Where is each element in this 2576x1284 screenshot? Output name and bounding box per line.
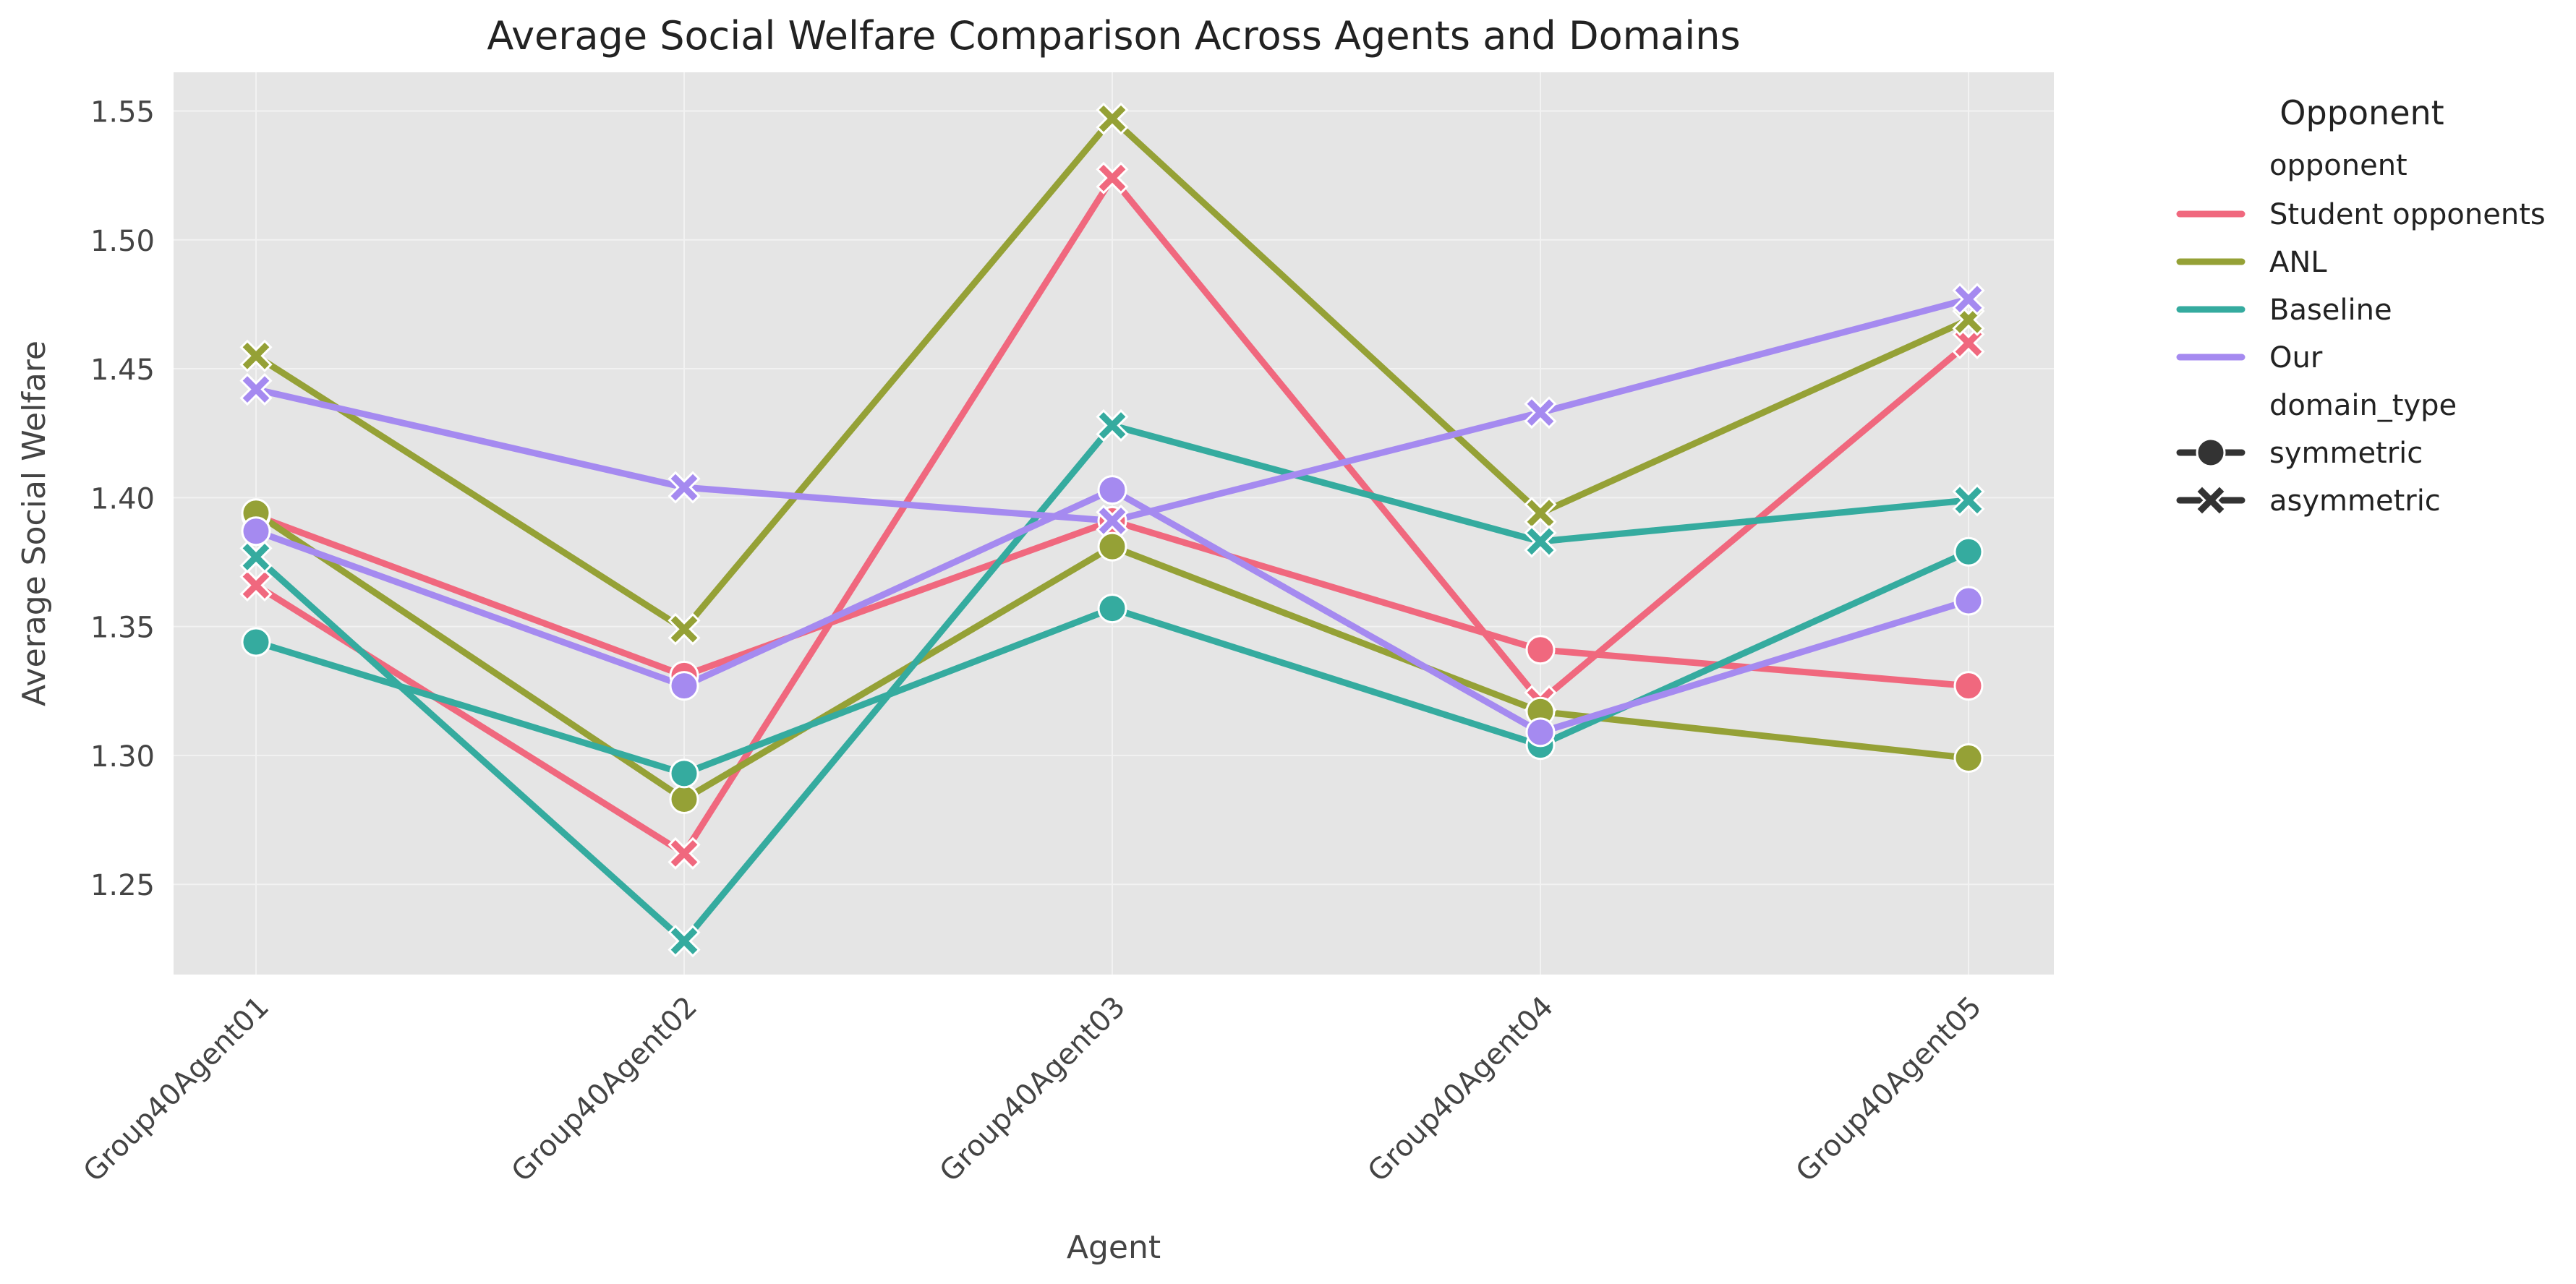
legend-label: symmetric — [2269, 437, 2423, 470]
legend: Opponent opponent Student opponents ANL Ba… — [2176, 93, 2546, 518]
x-marker-stroke — [670, 928, 698, 955]
point-anl-asymmetric — [1524, 497, 1557, 530]
y-tick-label: 1.35 — [90, 612, 155, 645]
point-our-symmetric — [1953, 586, 1984, 616]
point-anl-asymmetric — [1952, 303, 1985, 336]
x-marker-stroke — [1955, 330, 1982, 356]
y-axis-label: Average Social Welfare — [16, 341, 53, 706]
series-markers — [239, 102, 1985, 958]
x-marker-stroke — [1955, 487, 1982, 514]
legend-label: Baseline — [2269, 294, 2392, 327]
point-student-opponents-symmetric — [1953, 671, 1984, 701]
point-student-opponents-asymmetric — [1096, 161, 1129, 194]
point-baseline-asymmetric — [668, 925, 701, 958]
x-tick-label: Group40Agent04 — [1362, 990, 1560, 1189]
legend-style-title: domain_type — [2269, 389, 2457, 422]
point-baseline-symmetric — [1097, 594, 1127, 624]
point-anl-asymmetric — [668, 612, 701, 646]
x-marker-stroke — [1099, 508, 1126, 534]
point-baseline-symmetric — [669, 758, 699, 789]
legend-style-marker — [2194, 484, 2227, 517]
x-tick-label: Group40Agent03 — [934, 990, 1132, 1189]
legend-label: ANL — [2269, 246, 2327, 279]
point-anl-symmetric — [669, 784, 699, 815]
x-marker-stroke — [670, 615, 698, 643]
point-baseline-asymmetric — [1524, 525, 1557, 558]
point-student-opponents-symmetric — [1525, 635, 1556, 665]
x-marker-stroke — [1955, 286, 1982, 313]
y-tick-label: 1.30 — [90, 740, 155, 774]
x-marker-stroke — [242, 572, 270, 599]
chart-title: Average Social Welfare Comparison Across… — [487, 13, 1740, 59]
x-marker-stroke — [1527, 500, 1554, 527]
point-baseline-asymmetric — [1096, 408, 1129, 442]
point-baseline-asymmetric — [239, 540, 273, 573]
y-tick-label: 1.25 — [90, 869, 155, 902]
x-marker-stroke — [1955, 306, 1982, 333]
point-our-asymmetric — [1096, 504, 1129, 538]
x-tick-label: Group40Agent01 — [77, 990, 276, 1189]
legend-hue-title: opponent — [2269, 149, 2407, 182]
point-baseline-symmetric — [1953, 536, 1984, 567]
x-marker-stroke — [2197, 487, 2225, 514]
point-our-symmetric — [1525, 717, 1556, 748]
legend-style-items: symmetric asymmetric — [2176, 437, 2441, 518]
point-anl-asymmetric — [1096, 102, 1129, 135]
x-tick-label: Group40Agent05 — [1790, 990, 1988, 1189]
x-marker-stroke — [670, 474, 698, 501]
x-marker-stroke — [242, 376, 270, 403]
point-our-asymmetric — [1952, 283, 1985, 316]
y-tick-label: 1.55 — [90, 95, 155, 129]
point-student-opponents-asymmetric — [668, 836, 701, 870]
x-marker-stroke — [242, 543, 270, 570]
point-baseline-symmetric — [241, 627, 271, 657]
x-tick-label: Group40Agent02 — [506, 990, 704, 1189]
x-marker-stroke — [242, 342, 270, 369]
point-our-asymmetric — [239, 372, 273, 406]
point-student-opponents-asymmetric — [1952, 326, 1985, 360]
x-marker-stroke — [670, 840, 698, 867]
y-tick-label: 1.45 — [90, 354, 155, 387]
point-our-asymmetric — [668, 471, 701, 504]
legend-label: Student opponents — [2269, 198, 2546, 231]
x-marker-stroke — [1099, 164, 1126, 192]
y-tick-label: 1.50 — [90, 225, 155, 258]
point-anl-asymmetric — [239, 339, 273, 372]
point-anl-symmetric — [1953, 742, 1984, 773]
point-student-opponents-asymmetric — [239, 568, 273, 602]
x-axis-label: Agent — [1067, 1229, 1161, 1266]
legend-hue-items: Student opponents ANL Baseline Our — [2176, 198, 2546, 374]
y-tick-label: 1.40 — [90, 482, 155, 515]
point-anl-symmetric — [1097, 531, 1127, 562]
legend-label: asymmetric — [2269, 484, 2441, 518]
point-baseline-asymmetric — [1952, 484, 1985, 517]
point-our-asymmetric — [1524, 396, 1557, 429]
x-marker-stroke — [1527, 399, 1554, 427]
point-our-symmetric — [241, 516, 271, 547]
legend-title: Opponent — [2279, 93, 2444, 132]
legend-label: Our — [2269, 341, 2323, 374]
point-our-symmetric — [669, 671, 699, 701]
legend-style-marker — [2196, 437, 2226, 468]
x-marker-stroke — [1099, 412, 1126, 439]
x-marker-stroke — [1099, 105, 1126, 132]
point-our-symmetric — [1097, 475, 1127, 505]
x-marker-stroke — [1527, 528, 1554, 555]
